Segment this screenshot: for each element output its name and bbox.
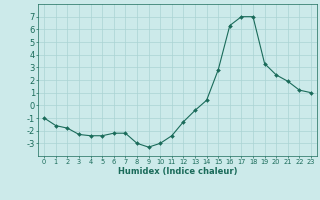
X-axis label: Humidex (Indice chaleur): Humidex (Indice chaleur)	[118, 167, 237, 176]
